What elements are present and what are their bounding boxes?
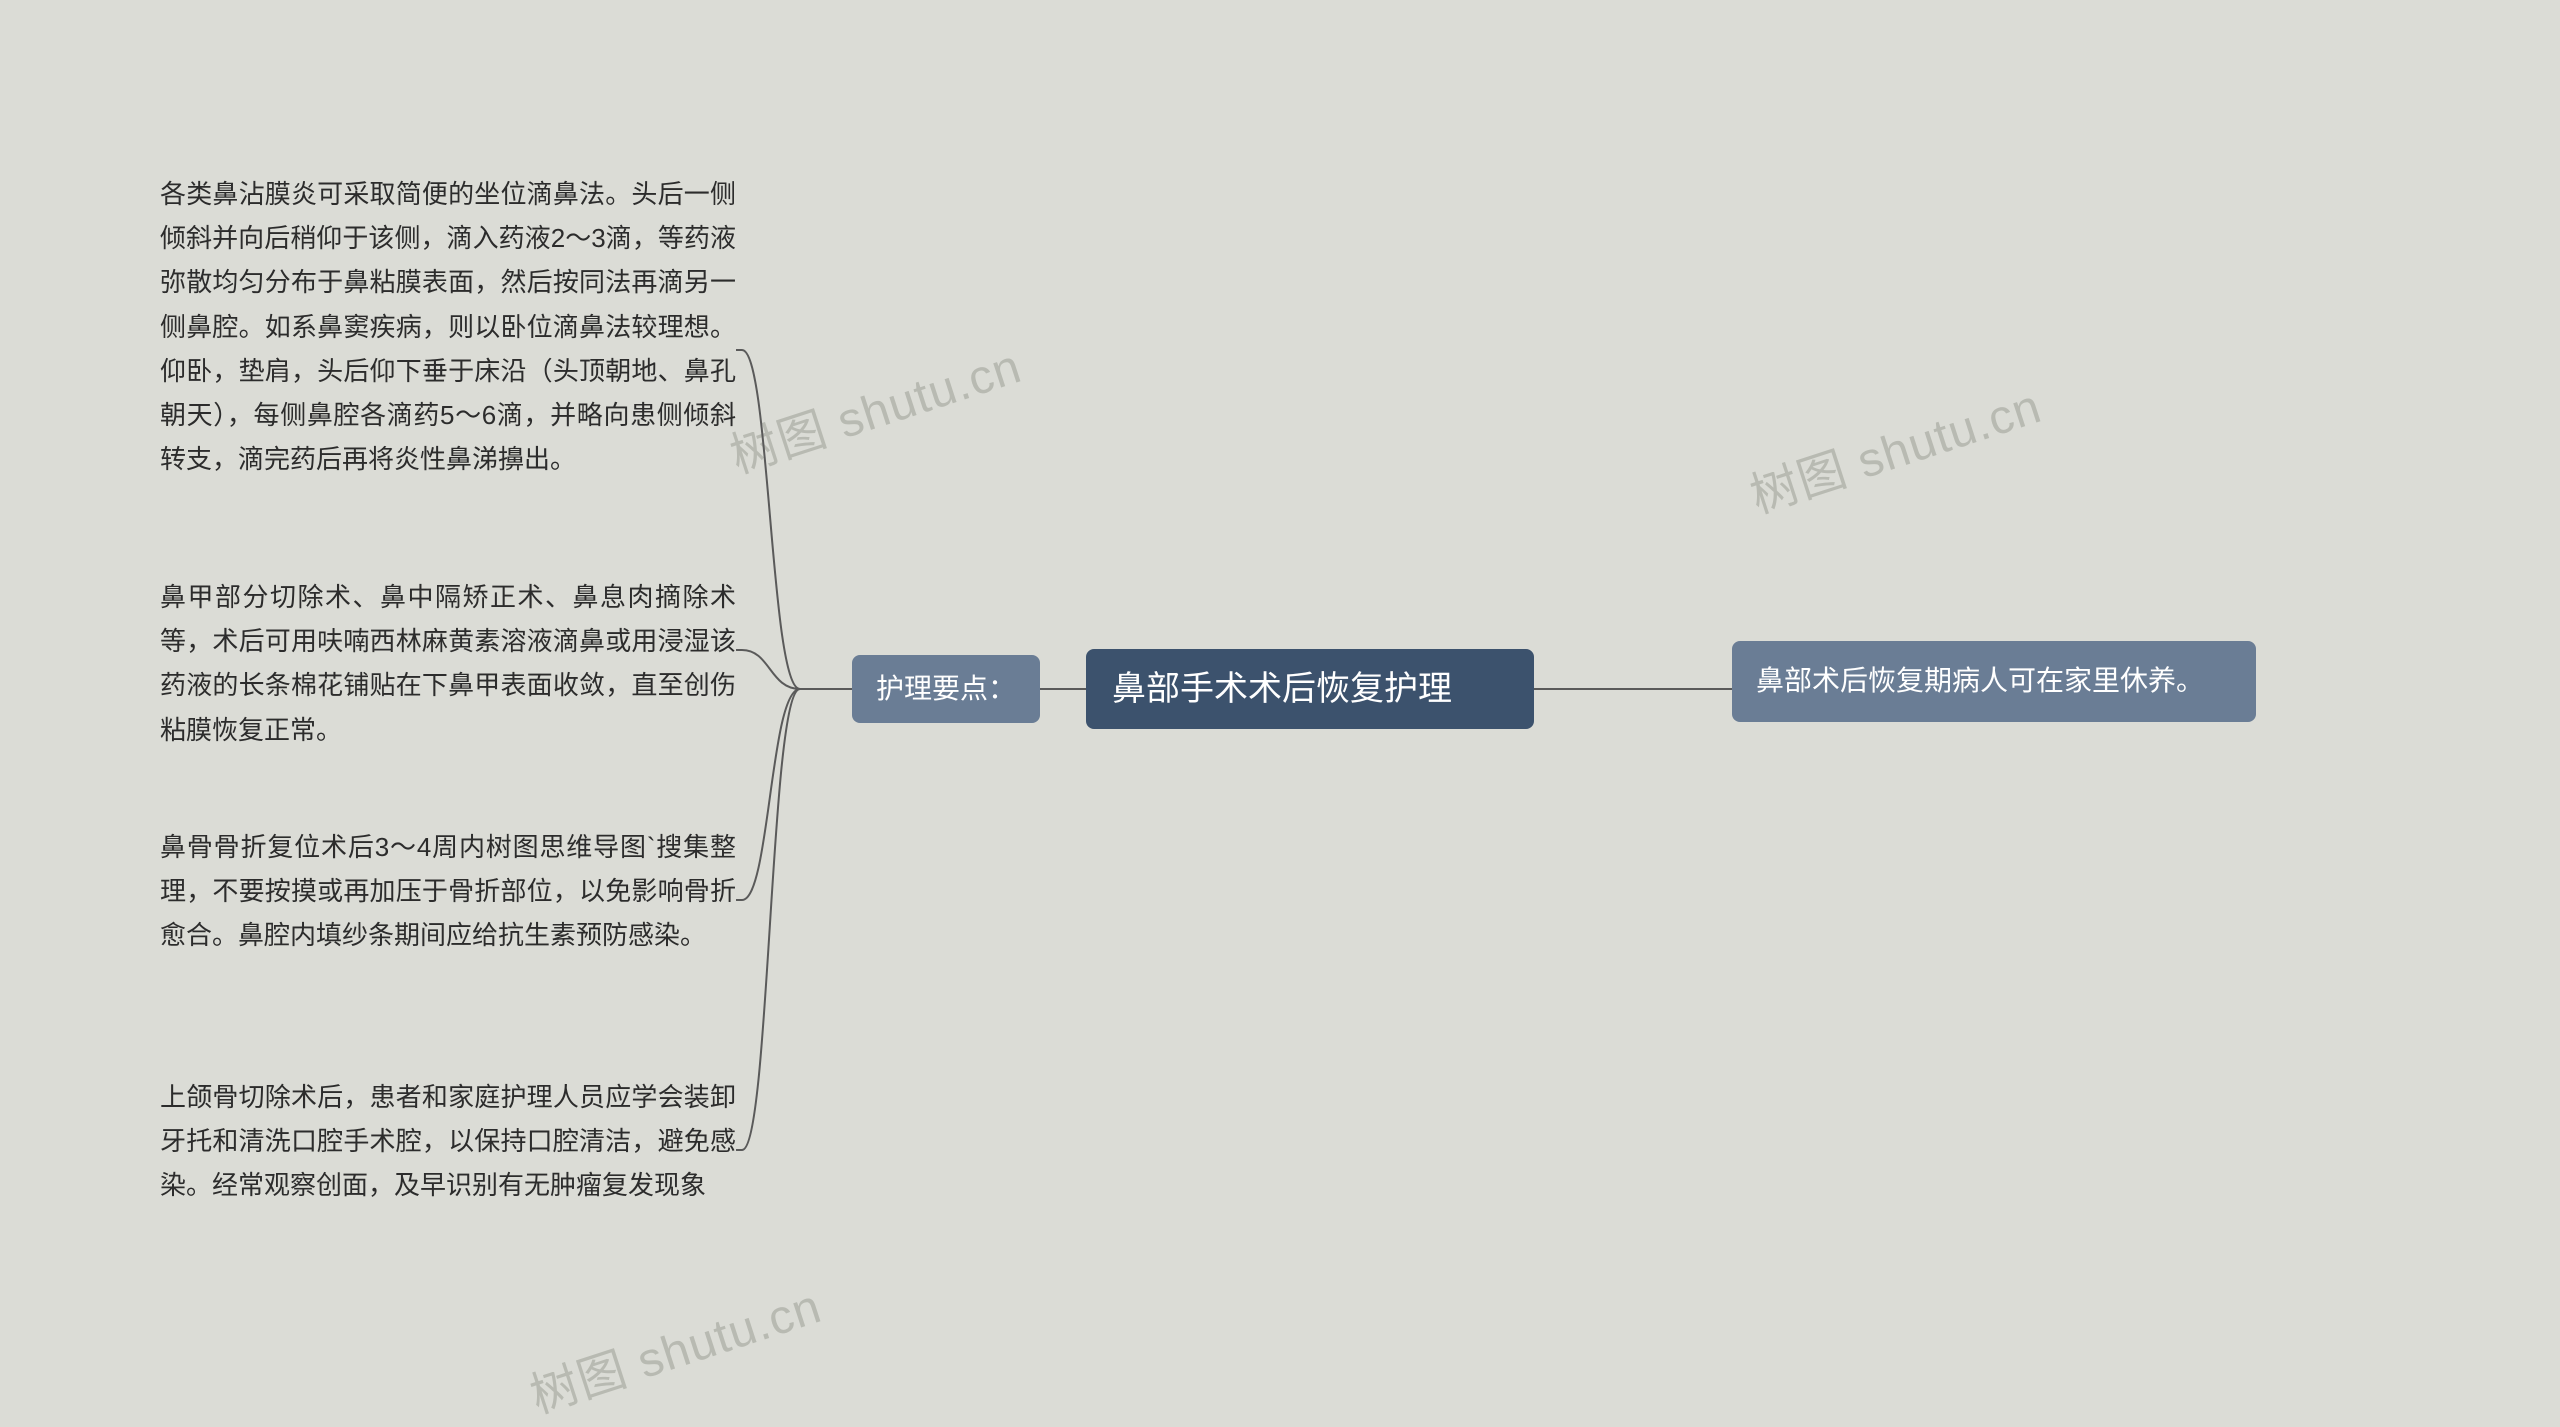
leaf-text: 上颌骨切除术后，患者和家庭护理人员应学会装卸牙托和清洗口腔手术腔，以保持口腔清洁… <box>160 1075 736 1208</box>
leaf-node-1[interactable]: 各类鼻沾膜炎可采取简便的坐位滴鼻法。头后一侧倾斜并向后稍仰于该侧，滴入药液2～3… <box>160 172 736 481</box>
leaf-node-2[interactable]: 鼻甲部分切除术、鼻中隔矫正术、鼻息肉摘除术等，术后可用呋喃西林麻黄素溶液滴鼻或用… <box>160 575 736 752</box>
watermark: 树图 shutu.cn <box>1740 367 2049 527</box>
leaf-text: 鼻骨骨折复位术后3～4周内树图思维导图`搜集整理，不要按摸或再加压于骨折部位，以… <box>160 825 736 958</box>
leaf-node-3[interactable]: 鼻骨骨折复位术后3～4周内树图思维导图`搜集整理，不要按摸或再加压于骨折部位，以… <box>160 825 736 958</box>
watermark: 树图 shutu.cn <box>520 1267 829 1427</box>
leaf-text: 各类鼻沾膜炎可采取简便的坐位滴鼻法。头后一侧倾斜并向后稍仰于该侧，滴入药液2～3… <box>160 172 736 481</box>
left-branch-node[interactable]: 护理要点： <box>852 655 1040 723</box>
right-leaf-node[interactable]: 鼻部术后恢复期病人可在家里休养。 <box>1732 641 2256 722</box>
leaf-text: 鼻甲部分切除术、鼻中隔矫正术、鼻息肉摘除术等，术后可用呋喃西林麻黄素溶液滴鼻或用… <box>160 575 736 752</box>
watermark: 树图 shutu.cn <box>720 327 1029 487</box>
leaf-node-4[interactable]: 上颌骨切除术后，患者和家庭护理人员应学会装卸牙托和清洗口腔手术腔，以保持口腔清洁… <box>160 1075 736 1208</box>
right-leaf-label: 鼻部术后恢复期病人可在家里休养。 <box>1756 659 2204 704</box>
center-node-label: 鼻部手术术后恢复护理 <box>1112 664 1452 715</box>
mindmap-canvas: 树图 shutu.cn 树图 shutu.cn 树图 shutu.cn 鼻部手术… <box>0 0 2560 1379</box>
left-branch-label: 护理要点： <box>876 667 1016 712</box>
center-node[interactable]: 鼻部手术术后恢复护理 <box>1086 649 1534 729</box>
